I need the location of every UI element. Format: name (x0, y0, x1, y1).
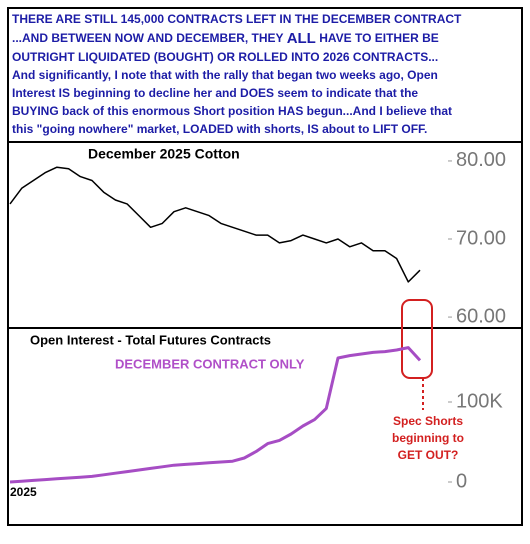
y-tick-label: 60.00 (456, 305, 506, 327)
annotation-line: Spec Shorts (393, 414, 463, 428)
notice-part: ALL (287, 30, 316, 47)
notice-part: ...AND BETWEEN NOW AND DECEMBER, THEY (12, 31, 284, 45)
y-tick-label: 0 (456, 470, 467, 492)
chart-title: Open Interest - Total Futures Contracts (30, 332, 271, 347)
annotation: Spec Shorts beginning to GET OUT? (392, 414, 464, 462)
chart-subtitle: DECEMBER CONTRACT ONLY (115, 356, 305, 371)
data-line (9, 166, 421, 283)
notice-line: OUTRIGHT LIQUIDATED (BOUGHT) OR ROLLED I… (12, 50, 438, 64)
notice-line: And significantly, I note that with the … (12, 68, 438, 82)
notice-line: this "going nowhere" market, LOADED with… (12, 122, 427, 136)
notice-line: Interest IS beginning to decline her and… (12, 86, 418, 100)
notice-line: THERE ARE STILL 145,000 CONTRACTS LEFT I… (12, 12, 462, 26)
y-tick-label: 80.00 (456, 149, 506, 171)
notice-line: ...AND BETWEEN NOW AND DECEMBER, THEY AL… (12, 30, 439, 47)
notice-part: HAVE TO EITHER BE (319, 31, 439, 45)
y-tick-label: 70.00 (456, 227, 506, 249)
notice: THERE ARE STILL 145,000 CONTRACTS LEFT I… (12, 12, 462, 136)
notice-line: BUYING back of this enormous Short posit… (12, 104, 452, 118)
annotation-line: GET OUT? (398, 448, 459, 462)
chart-title: December 2025 Cotton (88, 146, 240, 162)
x-label: 2025 (10, 485, 37, 499)
frame (7, 7, 523, 526)
data-line (9, 346, 422, 484)
y-tick-label: 100K (456, 390, 503, 412)
annotation-line: beginning to (392, 431, 464, 445)
highlight (401, 299, 433, 379)
